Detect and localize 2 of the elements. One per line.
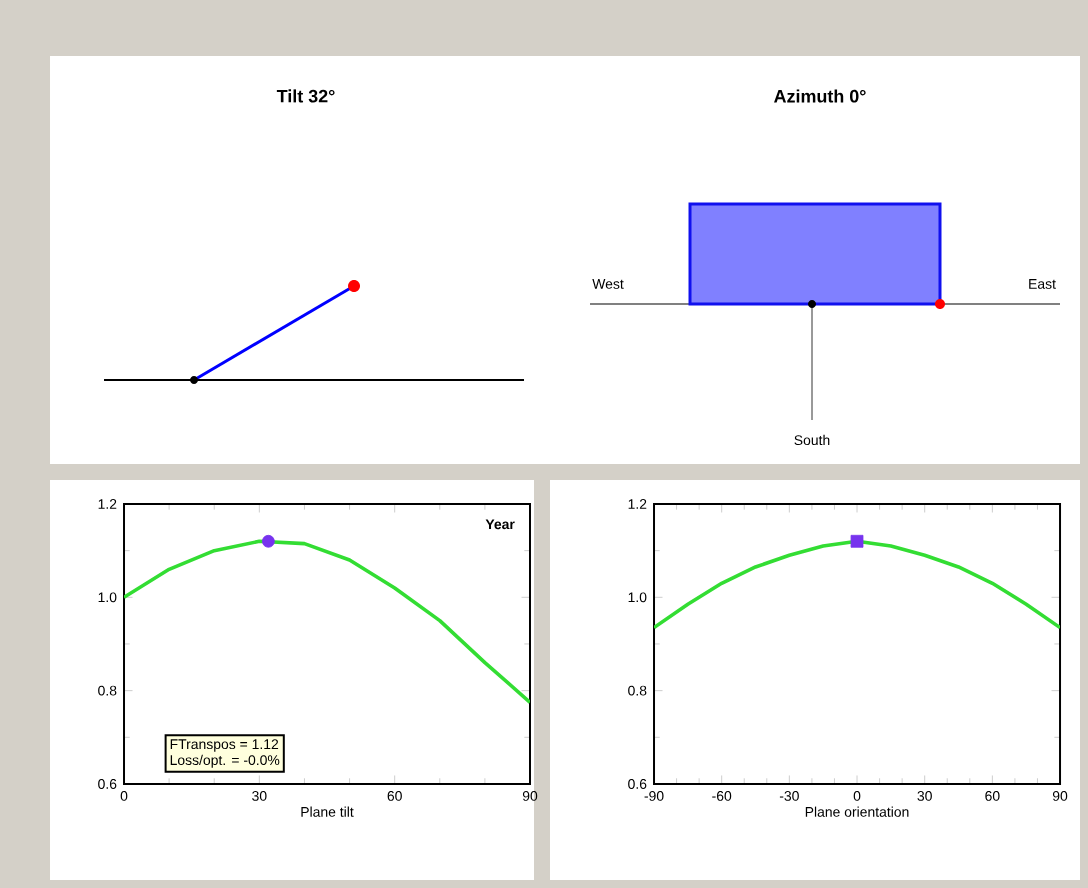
text: Azimuth 0° (774, 89, 866, 103)
text: Tilt 32° (276, 89, 335, 103)
